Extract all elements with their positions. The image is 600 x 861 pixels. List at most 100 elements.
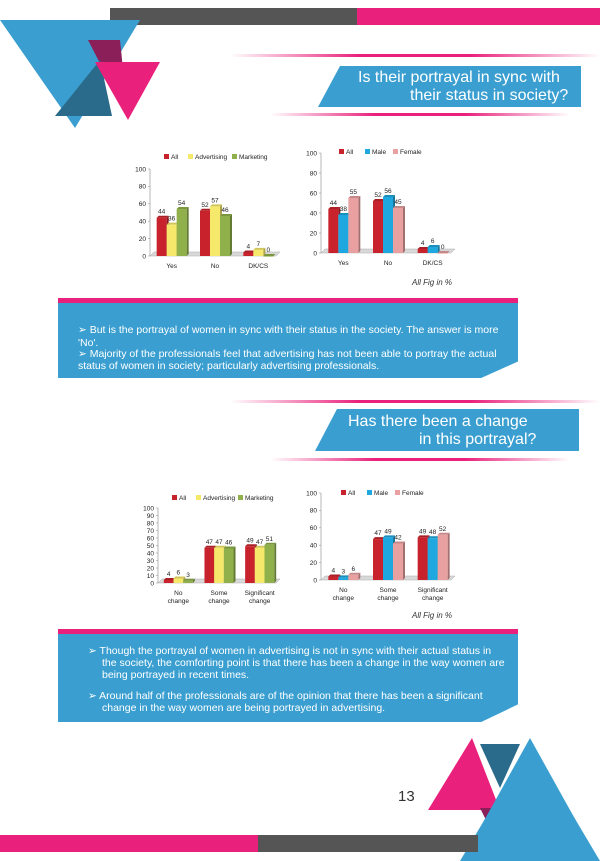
y-tick-label: 0 — [150, 580, 154, 587]
data-label: 55 — [350, 189, 358, 196]
data-label: 51 — [266, 536, 274, 543]
section1-bullet-2-line2: status of women in society; particularly… — [78, 360, 380, 372]
y-tick-label: 60 — [139, 201, 147, 208]
x-tick-label: change — [208, 598, 230, 605]
y-tick-label: 80 — [310, 508, 318, 515]
section1-figure-note: All Fig in % — [412, 278, 453, 287]
bar-top — [427, 536, 440, 539]
section1-bottom-line — [270, 113, 570, 116]
bar-top — [373, 199, 385, 201]
header-band-grey — [110, 8, 357, 25]
bar-top — [253, 247, 266, 250]
data-label: 49 — [246, 537, 254, 544]
data-label: 48 — [429, 529, 437, 536]
bar-1-0 — [338, 215, 349, 253]
data-label: 47 — [206, 539, 214, 546]
section1-text-box: ➢ But is the portrayal of women in sync … — [58, 303, 518, 378]
data-label: 52 — [374, 192, 382, 199]
section1-title-line2: their status in society? — [410, 87, 569, 104]
y-tick-label: 100 — [143, 505, 154, 512]
footer-triangles-decoration — [428, 738, 600, 861]
legend-swatch-0 — [164, 154, 169, 159]
bar-2-2 — [264, 544, 275, 583]
bar-side — [186, 207, 189, 256]
section1-title-banner: Is their portrayal in sync with their st… — [318, 66, 581, 107]
bar-top — [210, 204, 222, 207]
bar-side — [358, 572, 361, 580]
bar-0-2 — [245, 546, 255, 583]
bar-top — [254, 545, 267, 548]
bar-2-0 — [176, 209, 187, 256]
x-tick-label: Significant — [418, 587, 448, 594]
legend-swatch-2 — [393, 149, 398, 154]
bar-top — [417, 535, 430, 538]
bar-side — [192, 578, 195, 583]
bar-1-1 — [214, 547, 224, 583]
x-tick-label: No — [211, 263, 220, 270]
data-label: 49 — [384, 528, 392, 535]
section1-bullet-1: ➢ But is the portrayal of women in sync … — [78, 324, 499, 349]
legend-swatch-2 — [238, 495, 243, 500]
bar-2-1 — [393, 543, 403, 580]
bar-side — [274, 542, 277, 583]
data-label: 6 — [431, 238, 435, 245]
bar-top — [393, 541, 405, 544]
y-tick-label: 60 — [310, 190, 318, 197]
data-label: 6 — [177, 570, 181, 577]
bar-side — [358, 196, 361, 253]
chart-portrayal-by-profession: All Advertising Marketing02040608010044365… — [135, 154, 281, 270]
bar-2-1 — [220, 215, 230, 256]
bar-top — [383, 195, 395, 197]
section2-top-line — [230, 400, 600, 403]
bar-1-1 — [210, 206, 220, 256]
y-tick-label: 40 — [147, 550, 155, 557]
bar-top — [223, 546, 236, 549]
x-tick-label: Yes — [338, 260, 349, 267]
bar-top — [156, 215, 169, 218]
legend-swatch-1 — [188, 154, 193, 159]
y-tick-label: 0 — [313, 250, 317, 257]
section2-bullet-2-line2: change in the way women are being portra… — [102, 702, 386, 714]
data-label: 49 — [419, 528, 427, 535]
bar-2-0 — [183, 580, 193, 583]
bar-top — [427, 245, 440, 247]
data-label: 54 — [178, 200, 186, 207]
data-label: 0 — [267, 247, 271, 254]
y-tick-label: 80 — [147, 520, 155, 527]
bar-0-1 — [200, 210, 210, 256]
footer-band-magenta — [0, 835, 258, 852]
data-label: 47 — [256, 539, 264, 546]
y-tick-label: 20 — [139, 236, 147, 243]
data-label: 46 — [221, 207, 229, 214]
bar-top — [383, 535, 395, 538]
legend-label-0: All — [348, 490, 356, 497]
y-tick-label: 40 — [139, 219, 147, 226]
bar-2-2 — [263, 256, 274, 257]
bar-0-0 — [163, 580, 174, 583]
data-label: 6 — [352, 566, 356, 573]
data-label: 52 — [201, 202, 209, 209]
data-label: 38 — [340, 206, 348, 213]
legend-label-1: Advertising — [203, 495, 236, 502]
y-tick-label: 40 — [310, 210, 318, 217]
bar-top — [437, 251, 450, 253]
data-label: 4 — [167, 571, 171, 578]
bar-top — [204, 545, 217, 548]
y-tick-label: 30 — [147, 558, 155, 565]
data-label: 57 — [211, 197, 219, 204]
bar-0-0 — [328, 209, 339, 253]
y-tick-label: 100 — [306, 150, 317, 157]
legend-swatch-2 — [395, 490, 400, 495]
data-label: 42 — [394, 534, 402, 541]
section2-bullet-1-line3: being portrayed in recent times. — [102, 669, 250, 681]
bar-0-2 — [243, 252, 254, 256]
legend-label-1: Male — [372, 149, 386, 156]
data-label: 3 — [186, 572, 190, 579]
data-label: 47 — [374, 530, 382, 537]
bar-top — [176, 207, 189, 210]
section1-bullet-2-line1: ➢ Majority of the professionals feel tha… — [78, 348, 497, 360]
x-tick-label: change — [333, 595, 355, 602]
bar-1-2 — [253, 249, 264, 256]
x-tick-label: Yes — [166, 263, 177, 270]
